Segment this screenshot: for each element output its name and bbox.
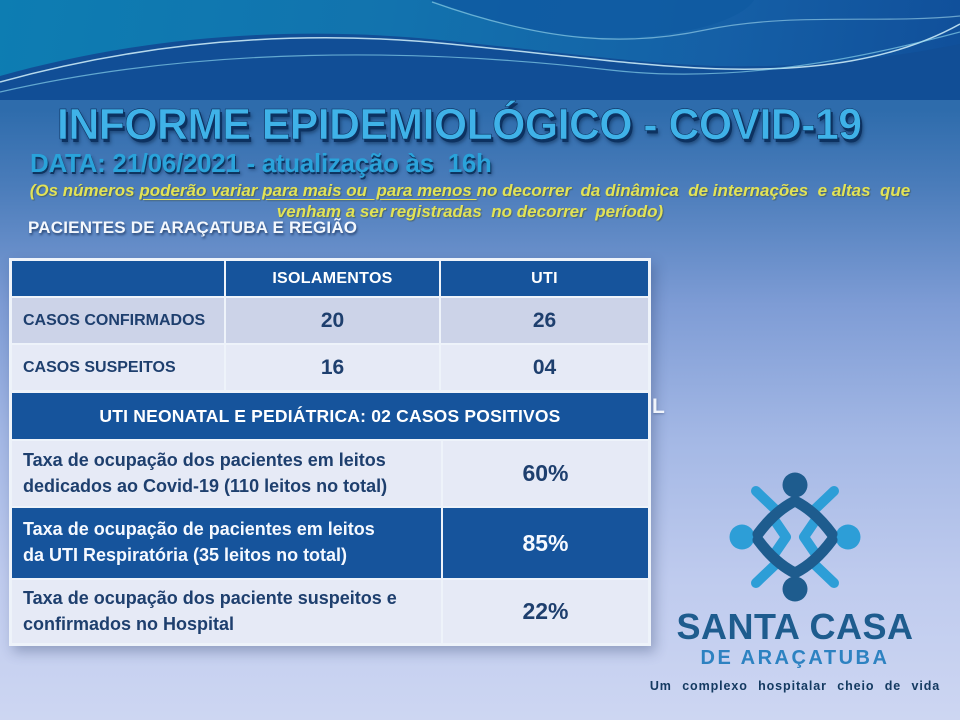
top-banner [0, 0, 960, 100]
table-row-confirmados: CASOS CONFIRMADOS 20 26 [12, 296, 648, 343]
disclaimer-line-2: venham a ser registradas no decorrer per… [276, 202, 664, 221]
rate-row-uti-respiratoria: Taxa de ocupação de pacientes em leitos … [12, 506, 648, 578]
table-header-row: ISOLAMENTOS UTI [12, 261, 648, 296]
logo-name: SANTA CASA [676, 606, 914, 647]
rate-label: Taxa de ocupação dos pacientes em leitos… [23, 449, 388, 496]
header-cell-uti: UTI [439, 261, 648, 296]
uti-neonatal-banner: UTI NEONATAL E PEDIÁTRICA: 02 CASOS POSI… [12, 390, 648, 439]
disclaimer-pre: (Os números [29, 181, 140, 200]
header-cell-isolamentos: ISOLAMENTOS [224, 261, 439, 296]
date-line: DATA: 21/06/2021 - atualização às 16h [30, 148, 492, 178]
disclaimer: (Os números poderão variar para mais ou … [0, 180, 940, 222]
section-heading: PACIENTES DE ARAÇATUBA E REGIÃO [28, 218, 358, 237]
rate-row-covid-beds: Taxa de ocupação dos pacientes em leitos… [12, 439, 648, 506]
wave-decoration [0, 0, 960, 100]
covid-table: ISOLAMENTOS UTI CASOS CONFIRMADOS 20 26 … [9, 258, 651, 646]
rate-label: Taxa de ocupação dos paciente suspeitos … [23, 587, 397, 634]
logo-subname: DE ARAÇATUBA [700, 646, 890, 669]
stray-letter-artifact: L [652, 395, 665, 418]
disclaimer-underlined: poderão variar para mais ou para menos [139, 181, 477, 200]
row-label: CASOS CONFIRMADOS [23, 311, 206, 329]
rate-value: 60% [441, 441, 648, 506]
disclaimer-post: no decorrer da dinâmica de internações e… [476, 181, 911, 200]
page-title: INFORME EPIDEMIOLÓGICO - COVID-19 [57, 100, 863, 150]
rate-row-hospital: Taxa de ocupação dos paciente suspeitos … [12, 578, 648, 643]
rate-value: 85% [441, 508, 648, 578]
disclaimer-line-1: (Os números poderão variar para mais ou … [0, 180, 940, 201]
hospital-logo: SANTA CASA DE ARAÇATUBA Um complexo hosp… [640, 470, 950, 693]
cell-uti-value: 04 [439, 345, 648, 390]
logo-tagline: Um complexo hospitalar cheio de vida [649, 678, 941, 693]
cell-isolamentos-value: 20 [224, 298, 439, 343]
cell-isolamentos-value: 16 [224, 345, 439, 390]
cell-uti-value: 26 [439, 298, 648, 343]
people-cross-logo-icon [729, 472, 861, 602]
rate-value: 22% [441, 580, 648, 643]
rate-label: Taxa de ocupação de pacientes em leitos … [23, 519, 375, 565]
header-cell-empty [12, 261, 224, 296]
row-label: CASOS SUSPEITOS [23, 358, 176, 376]
table-row-suspeitos: CASOS SUSPEITOS 16 04 [12, 343, 648, 390]
